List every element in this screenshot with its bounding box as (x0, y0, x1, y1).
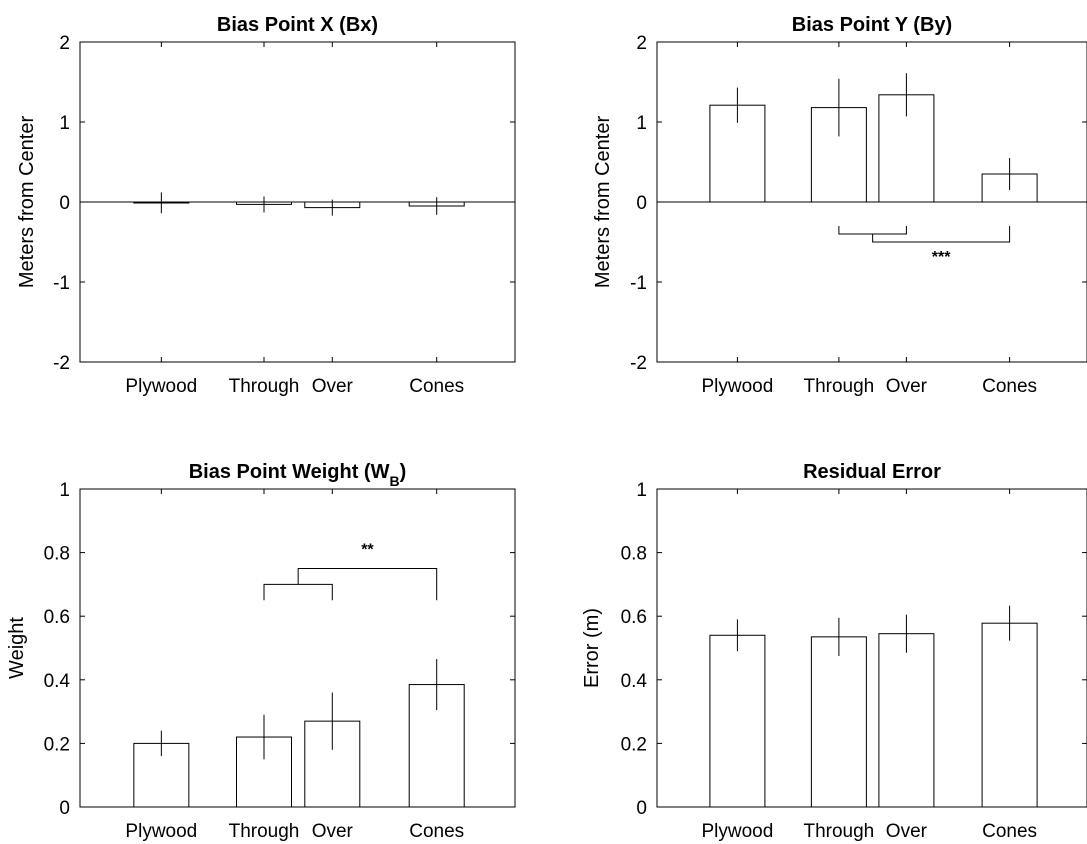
y-tick-label: -2 (53, 353, 70, 374)
significance-label: ** (361, 542, 374, 559)
axes-box (79, 488, 516, 808)
chart-panel-2: -2 -1 0 1 2 Plywood Through Over Cones *** Bias Po… (592, 14, 1087, 397)
chart-title: Bias Point X (Bx) (217, 14, 378, 36)
y-tick-label: 0.4 (621, 671, 648, 692)
x-tick-label: Cones (409, 376, 464, 397)
x-tick-label: Cones (982, 376, 1037, 397)
x-tick-label: Through (229, 821, 300, 842)
y-tick-label: 0 (59, 798, 70, 819)
y-tick-label: 0.2 (621, 734, 647, 755)
y-axis-label: Weight (6, 617, 28, 679)
y-tick-label: 0.8 (44, 544, 70, 565)
axes-box (656, 488, 1087, 808)
y-tick-label: 0 (59, 193, 70, 214)
bar-over (878, 633, 935, 808)
y-tick-label: 1 (59, 113, 70, 134)
x-tick-label: Over (312, 821, 354, 842)
y-axis-label: Meters from Center (16, 116, 38, 289)
y-tick-label: 2 (636, 33, 647, 54)
x-tick-label: Over (886, 821, 928, 842)
y-tick-label: 0 (636, 798, 647, 819)
x-tick-label: Plywood (125, 376, 197, 397)
x-tick-label: Over (312, 376, 354, 397)
x-tick-label: Over (886, 376, 928, 397)
bar-plywood (709, 634, 766, 808)
y-tick-label: 0.4 (44, 671, 71, 692)
y-axis-label: Meters from Center (592, 116, 614, 289)
bar-through (810, 636, 867, 808)
chart-panel-4: 0 0.2 0.4 0.6 0.8 1 Plywood Through Over Cones Res… (581, 461, 1087, 842)
significance-bracket (838, 226, 1011, 243)
x-tick-label: Through (803, 376, 874, 397)
x-tick-label: Plywood (701, 376, 773, 397)
x-tick-label: Plywood (701, 821, 773, 842)
y-tick-label: 0.6 (44, 607, 70, 628)
chart-title: Bias Point Weight (WB) (189, 461, 407, 489)
y-tick-label: 2 (59, 33, 70, 54)
x-tick-label: Through (803, 821, 874, 842)
y-tick-label: 0 (636, 193, 647, 214)
chart-panel-3: 0 0.2 0.4 0.6 0.8 1 Plywood Through Over Cones ** B… (6, 461, 516, 842)
x-tick-label: Plywood (125, 821, 197, 842)
y-tick-label: 0.2 (44, 734, 70, 755)
bar-cones (981, 622, 1038, 808)
x-tick-label: Through (229, 376, 300, 397)
significance-bracket (263, 568, 438, 601)
y-tick-label: -1 (630, 273, 647, 294)
y-tick-label: 0.6 (621, 607, 647, 628)
y-tick-label: 1 (636, 480, 647, 501)
y-tick-label: -2 (630, 353, 647, 374)
chart-panel-1: -2 -1 0 1 2 Plywood Through Over Cones Bias Point… (16, 14, 516, 397)
y-tick-label: -1 (53, 273, 70, 294)
y-tick-label: 0.8 (621, 544, 647, 565)
x-tick-label: Cones (982, 821, 1037, 842)
x-tick-label: Cones (409, 821, 464, 842)
y-tick-label: 1 (59, 480, 70, 501)
chart-title: Residual Error (803, 461, 941, 483)
chart-title: Bias Point Y (By) (792, 14, 952, 36)
y-axis-label: Error (m) (581, 608, 603, 688)
significance-label: *** (932, 249, 951, 266)
y-tick-label: 1 (636, 113, 647, 134)
